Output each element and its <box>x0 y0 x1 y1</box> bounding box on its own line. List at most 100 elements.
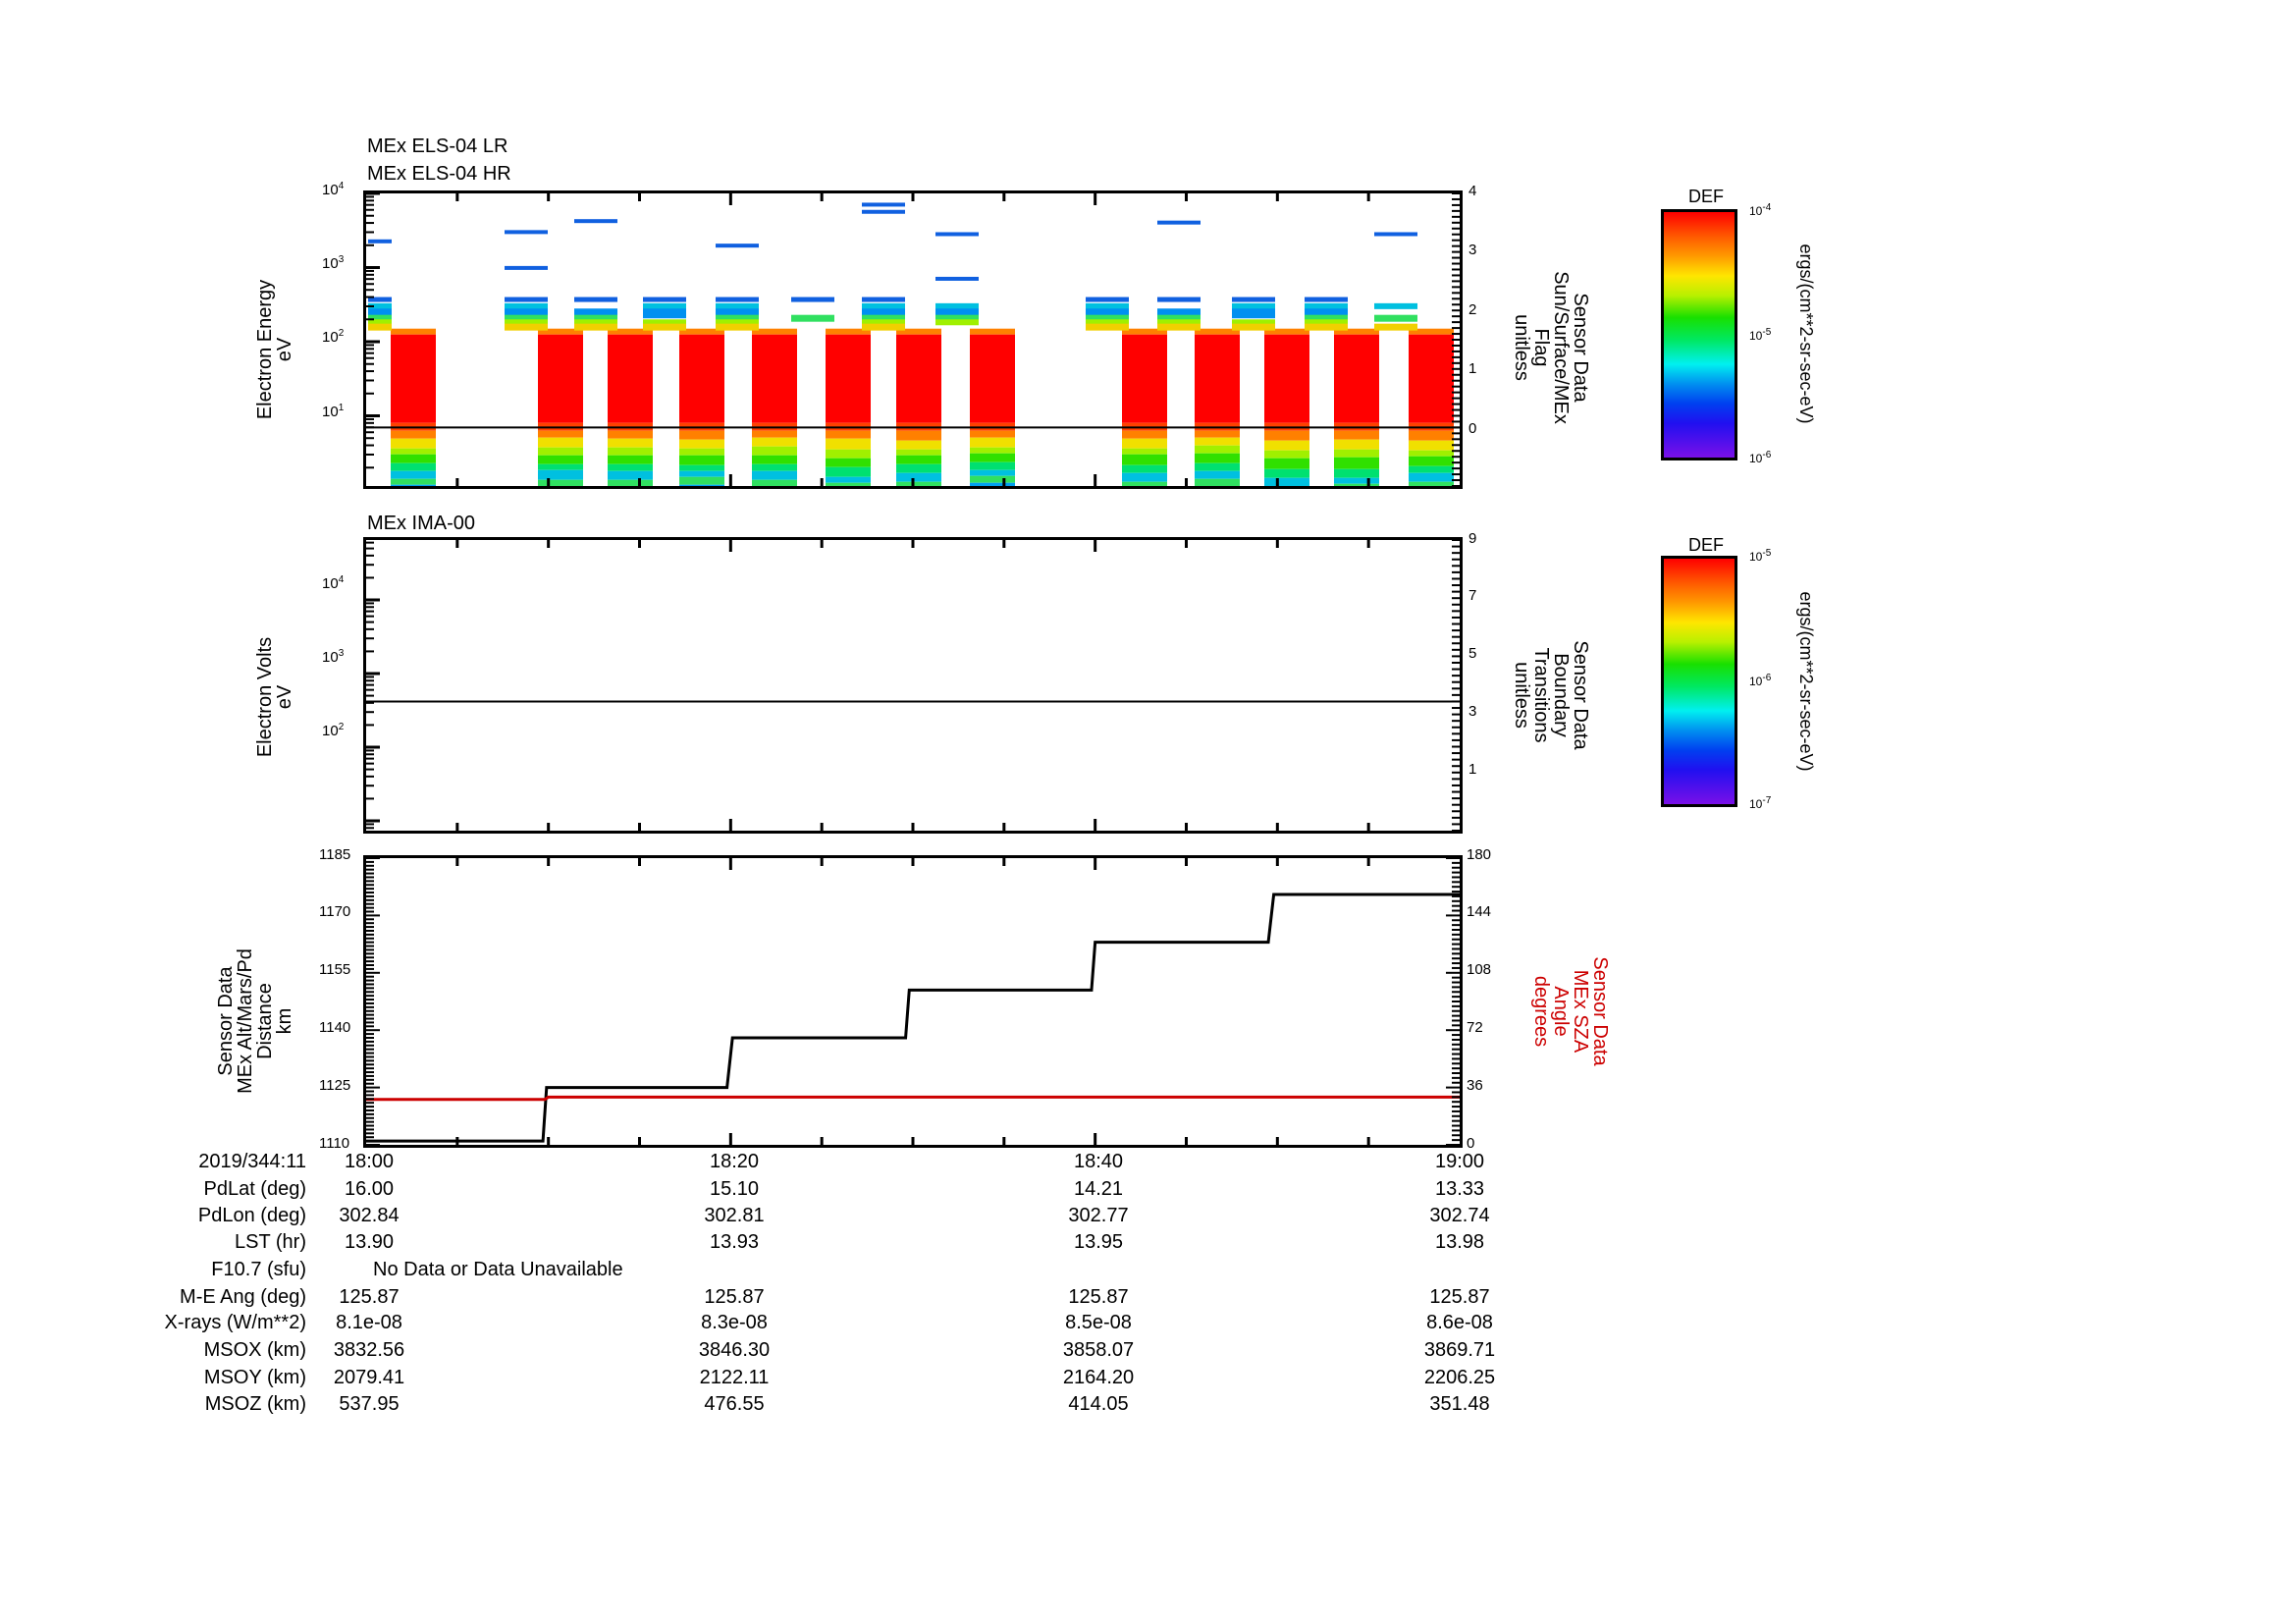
table-cell: 8.5e-08 <box>1065 1312 1132 1333</box>
table-row-label: X-rays (W/m**2) <box>164 1312 306 1333</box>
table-cell: 13.90 <box>344 1231 395 1253</box>
table-cell: 16.00 <box>344 1178 395 1200</box>
els-ylabel: Electron Energy eV <box>254 279 295 420</box>
ima-plot-area <box>366 540 1460 831</box>
ima-colorbar-title: DEF <box>1688 535 1724 555</box>
table-row-label: PdLon (deg) <box>197 1205 306 1226</box>
table-cell: 2206.25 <box>1423 1367 1496 1388</box>
table-row-label: 2019/344:11 <box>198 1151 306 1172</box>
sza-right-tick: 0 <box>1467 1135 1475 1152</box>
table-cell: 302.84 <box>339 1205 400 1226</box>
ima-title: MEx IMA-00 <box>367 513 476 534</box>
ima-plot[interactable] <box>363 537 1463 834</box>
ima-colorbar-unit: ergs/(cm**2-sr-sec-eV) <box>1796 591 1816 772</box>
els-colorbar-unit: ergs/(cm**2-sr-sec-eV) <box>1796 243 1816 424</box>
ima-cbar-tick: 10-7 <box>1749 795 1772 811</box>
table-cell: 13.98 <box>1434 1231 1485 1253</box>
ima-right-tick: 5 <box>1468 645 1477 662</box>
els-spectrogram <box>366 193 1460 486</box>
table-cell: 2122.11 <box>699 1367 770 1388</box>
table-cell: 414.05 <box>1068 1393 1129 1415</box>
ima-right-label: Sensor Data Boundary Transitions unitless <box>1511 640 1591 750</box>
sza-right-tick: 72 <box>1467 1019 1483 1036</box>
els-right-tick: 3 <box>1468 242 1477 258</box>
table-cell: 2079.41 <box>333 1367 405 1388</box>
els-ytick: 101 <box>322 403 345 420</box>
alt-ytick: 1185 <box>319 846 351 863</box>
els-cbar-tick: 10-5 <box>1749 327 1772 343</box>
ima-ylabel: Electron Volts eV <box>254 636 295 758</box>
table-row-label: MSOX (km) <box>203 1339 306 1361</box>
table-cell: 18:00 <box>344 1151 395 1172</box>
ima-ytick: 104 <box>322 574 345 592</box>
els-spectrogram-plot[interactable] <box>363 190 1463 489</box>
table-cell: 351.48 <box>1429 1393 1490 1415</box>
ima-right-tick: 9 <box>1468 530 1477 547</box>
ima-right-tick: 7 <box>1468 587 1477 604</box>
ima-colorbar <box>1661 556 1737 807</box>
els-right-tick: 1 <box>1468 360 1477 377</box>
table-cell: 18:20 <box>709 1151 760 1172</box>
table-cell: 125.87 <box>704 1286 765 1308</box>
alt-ytick: 1170 <box>319 903 351 920</box>
table-cell: 125.87 <box>1429 1286 1490 1308</box>
els-hr-title: MEx ELS-04 HR <box>367 163 511 185</box>
table-cell: 3869.71 <box>1423 1339 1496 1361</box>
sza-right-tick: 180 <box>1467 846 1492 863</box>
table-cell: 14.21 <box>1073 1178 1124 1200</box>
table-row-label: M-E Ang (deg) <box>180 1286 306 1308</box>
sza-right-label: Sensor Data MEx SZA Angle degrees <box>1530 956 1611 1066</box>
alt-ytick: 1110 <box>319 1135 350 1152</box>
table-cell: 125.87 <box>339 1286 400 1308</box>
table-cell: 18:40 <box>1073 1151 1124 1172</box>
table-cell: 15.10 <box>709 1178 760 1200</box>
table-row-label: MSOY (km) <box>203 1367 306 1388</box>
ima-cbar-tick: 10-5 <box>1749 548 1772 564</box>
sza-right-tick: 36 <box>1467 1077 1483 1094</box>
alt-ytick: 1155 <box>319 961 351 978</box>
els-colorbar-title: DEF <box>1688 187 1724 206</box>
alt-ylabel: Sensor Data MEx Alt/Mars/Pd Distance km <box>215 948 295 1094</box>
ima-right-tick: 1 <box>1468 761 1477 778</box>
els-ytick: 104 <box>322 181 345 198</box>
alt-sza-lines <box>366 858 1460 1145</box>
table-cell: 476.55 <box>704 1393 765 1415</box>
alt-sza-plot[interactable] <box>363 855 1463 1148</box>
els-right-tick: 4 <box>1468 183 1477 199</box>
els-right-label: Sensor Data Sun/Surface/MEx Flag unitless <box>1511 271 1591 424</box>
table-cell: 537.95 <box>339 1393 400 1415</box>
table-row-label: MSOZ (km) <box>204 1393 306 1415</box>
table-cell: 13.93 <box>709 1231 760 1253</box>
ima-ytick: 103 <box>322 648 345 666</box>
ima-right-tick: 3 <box>1468 703 1477 720</box>
table-row-label: LST (hr) <box>235 1231 306 1253</box>
table-cell: 125.87 <box>1068 1286 1129 1308</box>
ima-cbar-tick: 10-6 <box>1749 673 1772 688</box>
table-cell: 13.95 <box>1073 1231 1124 1253</box>
table-cell: 302.74 <box>1429 1205 1490 1226</box>
table-cell: 8.6e-08 <box>1426 1312 1493 1333</box>
els-right-tick: 2 <box>1468 301 1477 318</box>
els-colorbar <box>1661 209 1737 460</box>
els-ytick: 103 <box>322 254 345 272</box>
table-cell: 3858.07 <box>1062 1339 1135 1361</box>
table-row-label: F10.7 (sfu) <box>211 1259 306 1280</box>
sza-right-tick: 108 <box>1467 961 1492 978</box>
els-cbar-tick: 10-4 <box>1749 202 1772 218</box>
table-cell: 19:00 <box>1434 1151 1485 1172</box>
table-cell: 302.77 <box>1068 1205 1129 1226</box>
table-cell: 302.81 <box>704 1205 765 1226</box>
no-data-note: No Data or Data Unavailable <box>373 1259 623 1280</box>
table-cell: 2164.20 <box>1062 1367 1135 1388</box>
els-cbar-tick: 10-6 <box>1749 450 1772 465</box>
table-row-label: PdLat (deg) <box>203 1178 306 1200</box>
sza-right-tick: 144 <box>1467 903 1492 920</box>
table-cell: 8.1e-08 <box>336 1312 402 1333</box>
table-cell: 3846.30 <box>698 1339 771 1361</box>
table-cell: 13.33 <box>1434 1178 1485 1200</box>
alt-ytick: 1140 <box>319 1019 351 1036</box>
els-right-tick: 0 <box>1468 420 1477 437</box>
table-cell: 3832.56 <box>333 1339 405 1361</box>
alt-ytick: 1125 <box>319 1077 351 1094</box>
table-cell: 8.3e-08 <box>701 1312 768 1333</box>
